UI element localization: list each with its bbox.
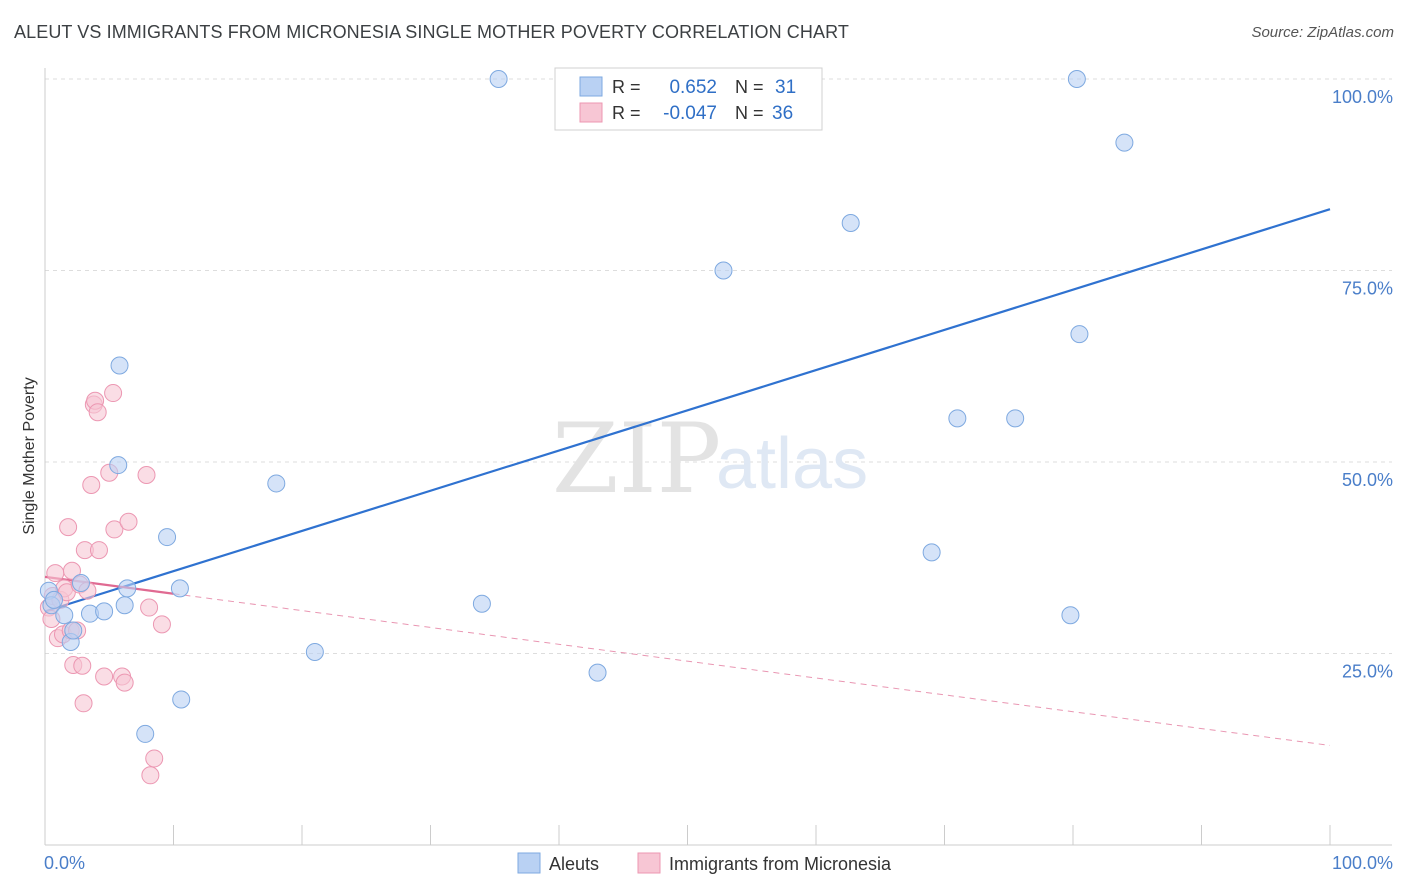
micronesia-point: [82, 475, 101, 494]
legend-r-label-2: R =: [612, 103, 641, 123]
aleut-point: [714, 261, 733, 280]
aleut-point: [118, 579, 137, 598]
y-axis-label: Single Mother Poverty: [21, 377, 38, 534]
legend-r-value-1: 0.652: [669, 77, 717, 98]
aleut-point: [472, 594, 491, 613]
aleut-point: [115, 596, 134, 615]
micronesia-legend-swatch-bottom: [637, 852, 661, 874]
aleut-point: [158, 528, 177, 547]
y-tick-label: 100.0%: [1332, 87, 1393, 107]
micronesia-point: [46, 564, 65, 583]
y-tick-label: 25.0%: [1342, 662, 1393, 682]
aleut-point: [110, 356, 129, 375]
aleut-point: [948, 409, 967, 428]
legend-n-label-1: N =: [735, 77, 764, 97]
aleut-point: [1067, 70, 1086, 88]
micronesia-point: [152, 615, 171, 634]
watermark-atlas: atlas: [716, 424, 868, 504]
legend-n-value-1: 31: [775, 77, 796, 98]
micronesia-legend-swatch: [579, 102, 603, 123]
micronesia-point: [88, 403, 107, 422]
series-legend: Aleuts Immigrants from Micronesia: [517, 852, 892, 874]
legend-n-value-2: 36: [772, 103, 793, 124]
micronesia-point: [89, 541, 108, 560]
aleut-point: [1061, 606, 1080, 625]
aleut-legend-swatch: [579, 76, 603, 97]
legend-aleuts-label: Aleuts: [549, 854, 599, 874]
aleut-point: [922, 543, 941, 562]
aleut-point: [1115, 133, 1134, 152]
aleut-point: [44, 590, 63, 609]
micronesia-trend-line-dashed: [173, 593, 1331, 746]
y-tick-labels: 25.0% 50.0% 75.0% 100.0%: [1332, 87, 1393, 682]
aleut-point: [71, 574, 90, 593]
legend-r-label-1: R =: [612, 77, 641, 97]
micronesia-point: [59, 518, 78, 537]
micronesia-point: [140, 598, 159, 617]
aleut-point: [55, 606, 74, 625]
aleut-point: [170, 579, 189, 598]
micronesia-point: [74, 694, 93, 713]
micronesia-point: [62, 561, 81, 580]
y-tick-label: 50.0%: [1342, 470, 1393, 490]
source-credit: Source: ZipAtlas.com: [1251, 24, 1394, 41]
watermark: ZIP atlas: [552, 403, 868, 515]
aleut-point: [1006, 409, 1025, 428]
aleut-points: [39, 70, 1134, 743]
legend-r-value-2: -0.047: [663, 103, 717, 124]
micronesia-point: [145, 749, 164, 768]
x-tick-label-min: 0.0%: [44, 853, 85, 873]
grid-lines: [45, 78, 1392, 654]
micronesia-point: [105, 520, 124, 539]
correlation-legend: R = 0.652 N = 31 R = -0.047 N = 36: [554, 67, 823, 131]
micronesia-point: [141, 766, 160, 785]
aleut-point: [588, 663, 607, 682]
x-tick-label-max: 100.0%: [1332, 853, 1393, 873]
micronesia-point: [95, 667, 114, 686]
chart-title: ALEUT VS IMMIGRANTS FROM MICRONESIA SING…: [14, 22, 849, 42]
micronesia-point: [104, 384, 123, 403]
aleuts-legend-swatch: [517, 852, 541, 874]
aleut-point: [95, 602, 114, 621]
micronesia-point: [137, 466, 156, 485]
watermark-zip: ZIP: [552, 403, 721, 515]
y-tick-label: 75.0%: [1342, 279, 1393, 299]
aleut-point: [109, 456, 128, 475]
aleut-point: [305, 642, 324, 661]
legend-micronesia-label: Immigrants from Micronesia: [669, 854, 892, 874]
aleut-point: [267, 474, 286, 493]
aleut-point: [64, 621, 83, 640]
micronesia-point: [119, 512, 138, 531]
aleut-point: [136, 724, 155, 743]
aleut-point: [172, 690, 191, 709]
micronesia-point: [73, 656, 92, 675]
legend-n-label-2: N =: [735, 103, 764, 123]
aleut-point: [841, 214, 860, 233]
aleut-point: [489, 70, 508, 88]
aleut-trend-line: [44, 208, 1331, 613]
aleut-point: [1070, 325, 1089, 344]
micronesia-point: [115, 673, 134, 692]
axes: [44, 68, 1392, 846]
